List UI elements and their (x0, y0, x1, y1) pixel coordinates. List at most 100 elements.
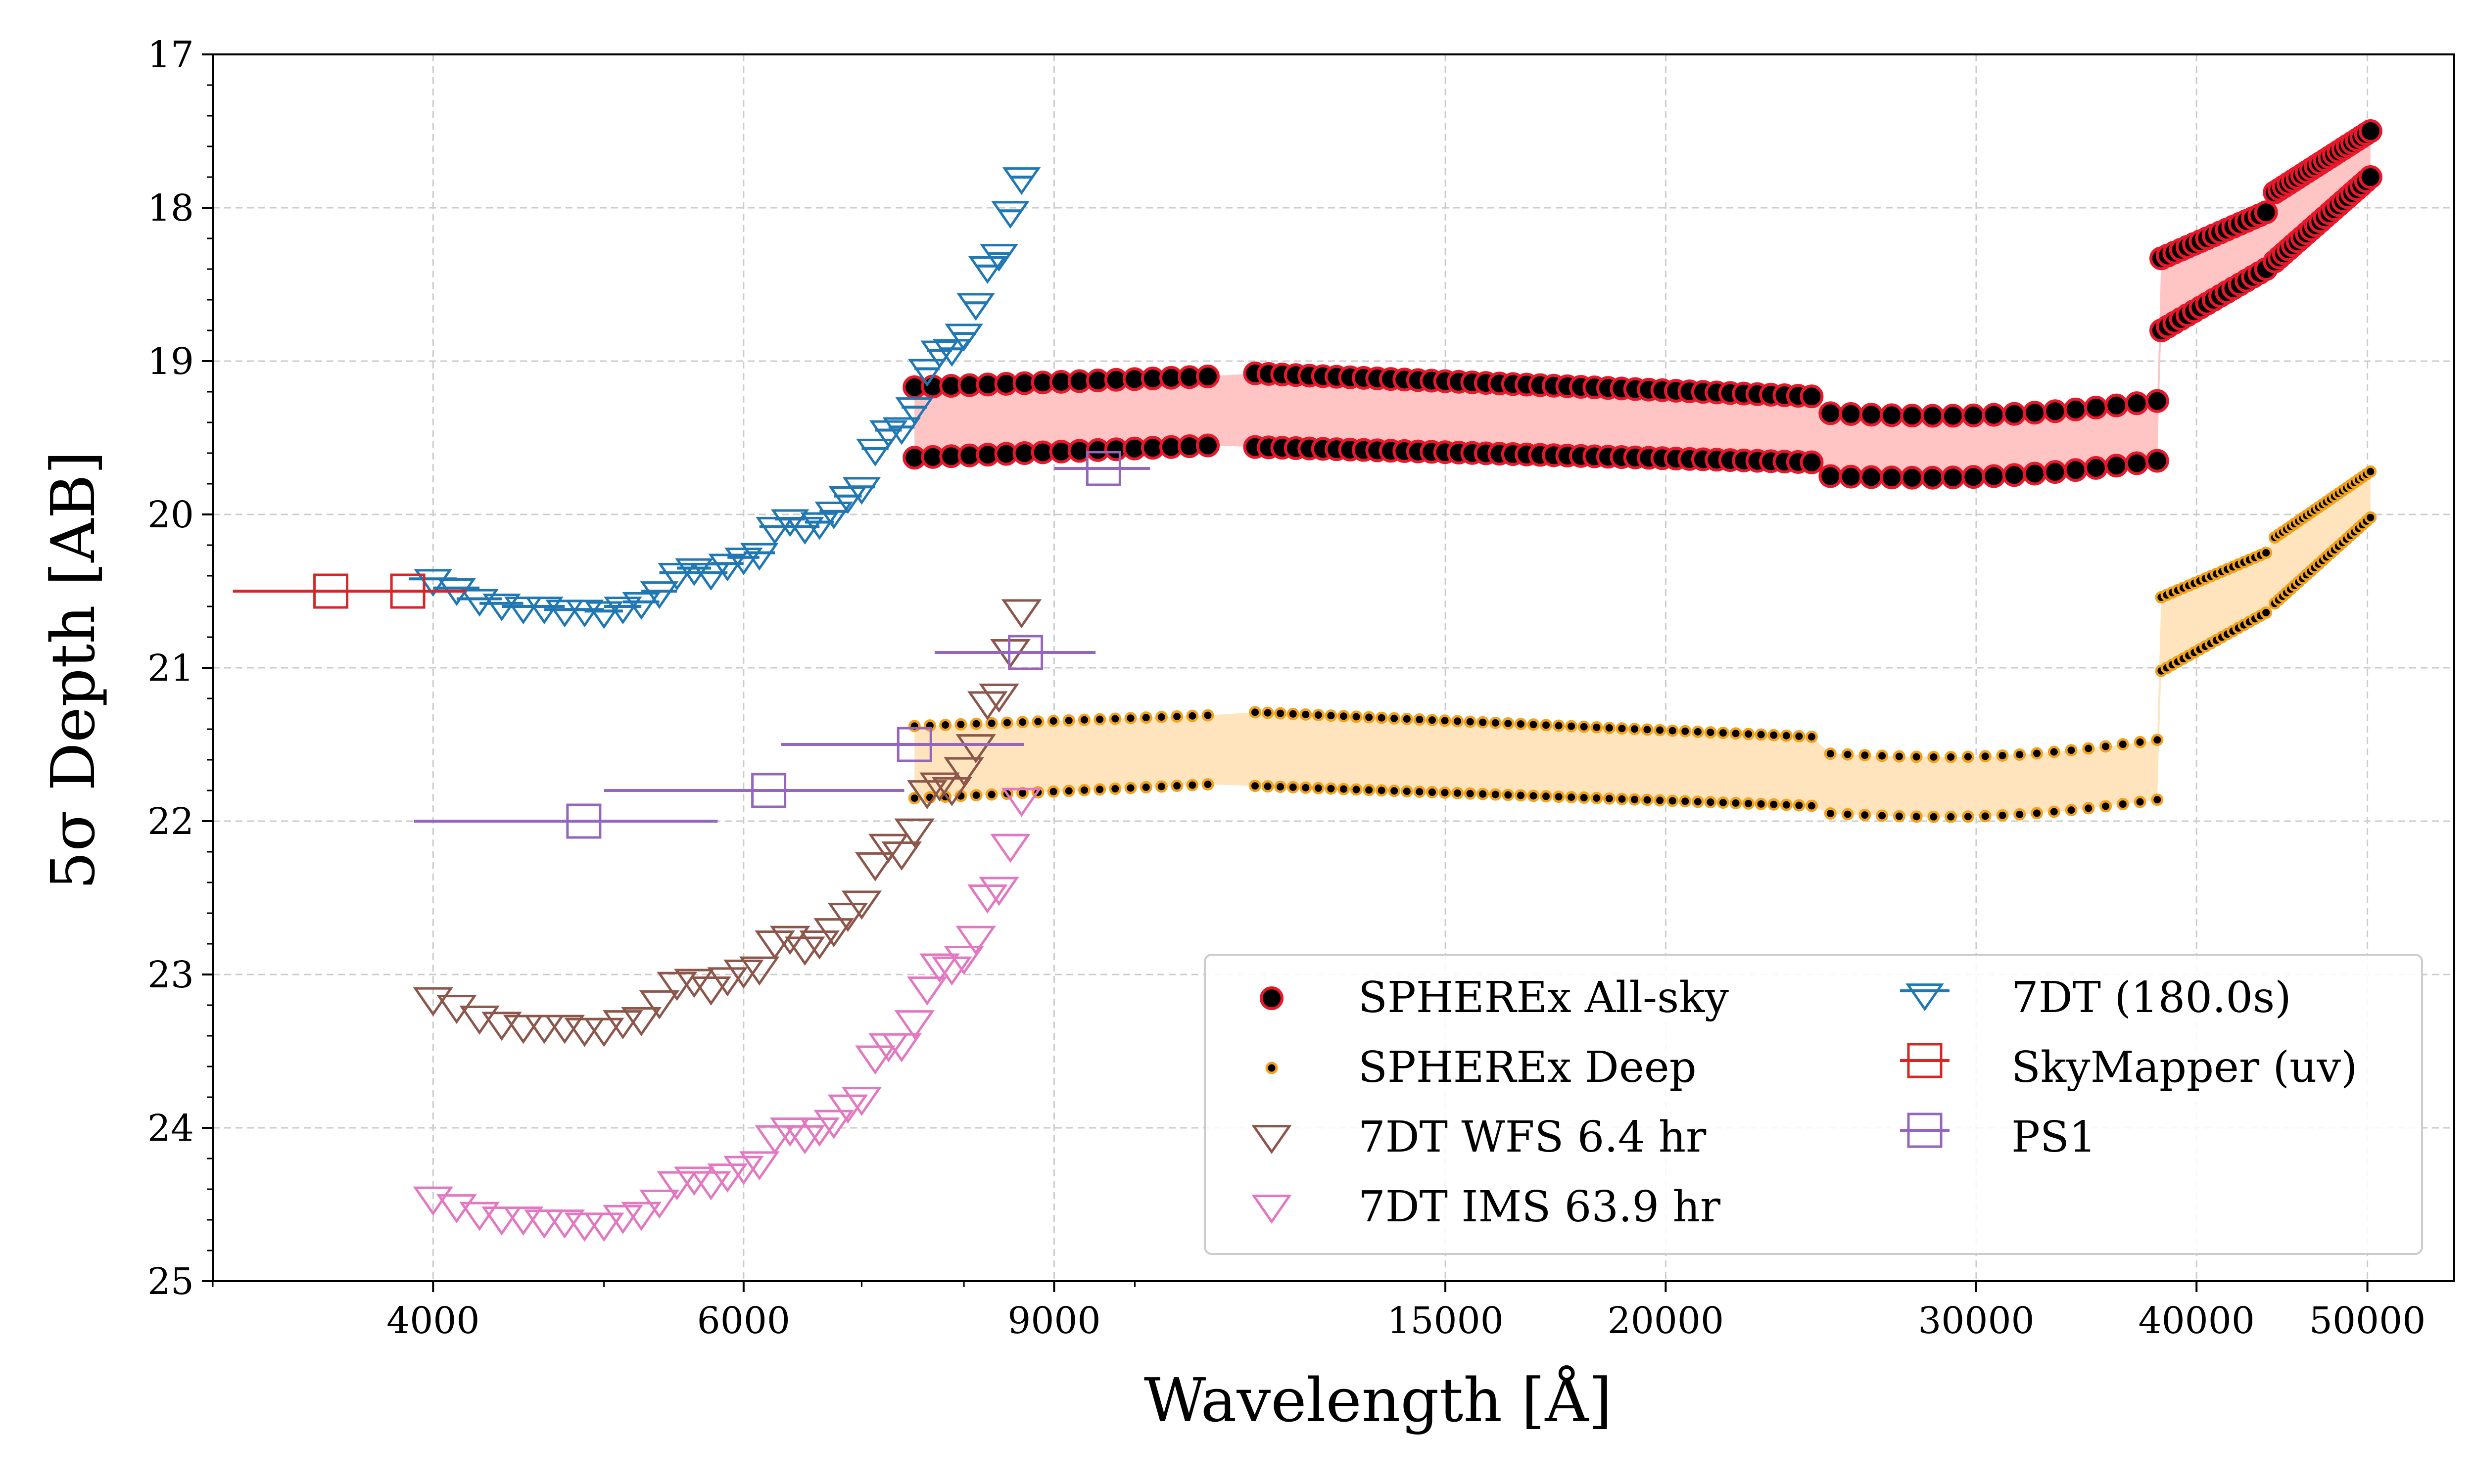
ps1-point (1086, 451, 1121, 486)
spherex-deep-point (985, 717, 998, 730)
spherex-deep-point (1514, 789, 1527, 802)
spherex-deep-point (1628, 723, 1641, 736)
7dt-ims-point (524, 1209, 565, 1239)
7dt-180s-point (920, 340, 959, 369)
y-tick-label: 21 (147, 647, 194, 690)
spherex-allsky-point (1900, 465, 1924, 490)
7dt-ims-point (907, 976, 948, 1006)
spherex-allsky-point (2084, 395, 2108, 419)
spherex-deep-point (1780, 798, 1793, 811)
spherex-deep-point (1666, 724, 1679, 737)
spherex-deep-point (1691, 795, 1704, 808)
legend-label-allsky: SPHEREx All-sky (1358, 973, 1729, 1022)
legend-label-skymapper: SkyMapper (uv) (2011, 1043, 2357, 1092)
spherex-deep-point (1893, 750, 1905, 763)
7dt-180s-point (856, 438, 895, 466)
spherex-deep-point (1691, 725, 1704, 738)
7dt-180s-point (504, 597, 543, 625)
7dt-wfs-point (691, 976, 731, 1006)
spherex-deep-point (1426, 786, 1438, 799)
spherex-deep-point (1961, 750, 1974, 763)
x-tick-label: 40000 (2139, 1299, 2255, 1342)
7dt-180s-point (708, 554, 747, 582)
spherex-allsky-point (1920, 404, 1945, 428)
spherex-deep-point (1363, 784, 1376, 796)
7dt-180s-point (882, 417, 921, 445)
spherex-deep-point (1062, 785, 1075, 797)
7dt-wfs-point (799, 930, 840, 960)
spherex-allsky-point (2145, 389, 2169, 413)
spherex-deep-point (1413, 713, 1426, 726)
7dt-180s-point (945, 324, 983, 352)
spherex-deep-point (1654, 724, 1666, 737)
spherex-deep-point (1755, 728, 1767, 741)
spherex-allsky-point (2063, 397, 2088, 421)
spherex-allsky-point (2084, 456, 2108, 480)
spherex-deep-point (1109, 712, 1122, 725)
y-tick-label: 23 (147, 954, 194, 996)
x-tick-label: 9000 (1007, 1299, 1100, 1342)
7dt-wfs-point (739, 956, 780, 986)
7dt-180s-point (980, 244, 1018, 272)
y-tick-label: 22 (147, 800, 194, 843)
y-tick-label: 19 (147, 340, 194, 383)
spherex-deep-point (954, 718, 967, 731)
7dt-wfs-point (955, 734, 996, 764)
spherex-deep-point (1628, 793, 1641, 806)
spherex-allsky-point (1961, 403, 1986, 427)
spherex-deep-point (1858, 749, 1871, 762)
spherex-deep-point (2364, 511, 2377, 524)
7dt-ims-point (564, 1212, 605, 1242)
spherex-deep-point (1312, 782, 1325, 794)
spherex-allsky-point (1920, 465, 1945, 490)
spherex-deep-point (2260, 606, 2273, 619)
spherex-allsky-point (2358, 165, 2382, 189)
spherex-deep-point (2082, 802, 2095, 815)
spherex-deep-point (1464, 787, 1476, 800)
spherex-deep-point (985, 788, 998, 801)
spherex-deep-point (1325, 782, 1337, 795)
spherex-deep-point (1729, 727, 1742, 740)
y-tick-label: 17 (147, 34, 194, 76)
spherex-deep-point (1780, 729, 1793, 742)
spherex-deep-point (1171, 710, 1184, 723)
spherex-deep-point (1337, 783, 1350, 795)
spherex-deep-point (2116, 798, 2129, 811)
spherex-deep-point (1274, 707, 1287, 720)
x-tick-label: 20000 (1608, 1299, 1724, 1342)
legend-label-wfs: 7DT WFS 6.4 hr (1358, 1113, 1707, 1162)
spherex-deep-point (1979, 810, 1992, 823)
ps1-point (566, 803, 602, 839)
spherex-deep-point (1527, 789, 1540, 802)
legend-label-ps1: PS1 (2011, 1113, 2096, 1162)
spherex-deep-point (1841, 808, 1854, 821)
spherex-allsky-point (1941, 404, 1965, 428)
7dt-ims-point (841, 1087, 882, 1116)
spherex-deep-point (1337, 710, 1350, 723)
spherex-deep-point (1047, 785, 1060, 798)
spherex-deep-point (1400, 785, 1413, 798)
7dt-ims-point (881, 1033, 922, 1063)
spherex-deep-point (1945, 810, 1957, 823)
7dt-wfs-point (1001, 599, 1042, 629)
spherex-deep-point (1078, 713, 1091, 726)
spherex-deep-point (1590, 791, 1603, 804)
7dt-wfs-point (524, 1015, 565, 1044)
7dt-wfs-point (583, 1018, 624, 1047)
spherex-deep-point (1577, 791, 1590, 804)
spherex-allsky-point (1818, 401, 1843, 425)
spherex-deep-point (1961, 810, 1974, 823)
spherex-deep-point (1565, 720, 1578, 733)
legend-label-t7dt: 7DT (180.0s) (2011, 973, 2291, 1022)
spherex-deep-point (1299, 781, 1312, 794)
7dt-180s-point (932, 339, 971, 367)
spherex-allsky-point (2002, 463, 2026, 487)
7dt-180s-point (968, 256, 1007, 284)
7dt-ims-point (739, 1151, 780, 1181)
spherex-deep-point (1186, 779, 1199, 791)
spherex-deep-point (1927, 750, 1940, 763)
spherex-deep-point (1489, 788, 1502, 801)
legend-handle-wfs (1251, 1125, 1292, 1155)
spherex-allsky-point (1839, 464, 1863, 489)
